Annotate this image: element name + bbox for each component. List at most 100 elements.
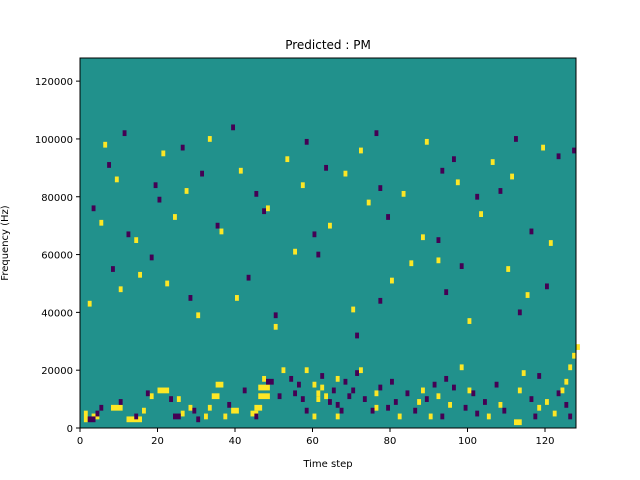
high-cell (118, 286, 123, 293)
high-cell (316, 396, 321, 402)
high-cell (312, 413, 317, 420)
low-cell (556, 390, 561, 397)
x-tick-label: 40 (229, 436, 242, 447)
low-cell (215, 222, 220, 229)
low-cell (355, 370, 360, 376)
low-cell (502, 407, 507, 414)
low-cell (149, 254, 154, 261)
y-tick-label: 40000 (41, 308, 73, 319)
high-cell (417, 399, 422, 405)
low-cell (568, 413, 573, 420)
high-cell (525, 292, 530, 298)
low-cell (246, 274, 251, 281)
high-cell (114, 176, 119, 183)
low-cell (122, 130, 127, 137)
high-cell (374, 404, 379, 411)
low-cell (331, 387, 336, 394)
high-cell (231, 407, 239, 414)
high-cell (196, 312, 201, 319)
low-cell (556, 153, 561, 160)
low-cell (277, 393, 282, 400)
chart-title: Predicted : PM (285, 38, 371, 52)
y-tick-label: 120000 (35, 77, 73, 88)
low-cell (180, 144, 185, 151)
low-cell (111, 266, 115, 272)
x-axis-label: Time step (302, 459, 352, 470)
high-cell (300, 182, 305, 189)
high-cell (428, 413, 433, 420)
high-cell (215, 381, 224, 388)
high-cell (235, 295, 239, 301)
low-cell (471, 390, 476, 397)
high-cell (521, 370, 526, 376)
high-cell (99, 219, 104, 226)
high-cell (173, 214, 177, 220)
high-cell (223, 413, 228, 420)
low-cell (444, 375, 449, 382)
high-cell (537, 404, 542, 411)
low-cell (378, 185, 383, 191)
high-cell (207, 404, 212, 411)
x-axis: 0 20 40 60 80 100 120 (77, 428, 555, 447)
low-cell (390, 378, 394, 385)
low-cell (351, 387, 356, 394)
x-tick-label: 120 (535, 436, 554, 447)
high-cell (467, 387, 472, 394)
low-cell (405, 390, 410, 397)
low-cell (266, 378, 274, 385)
high-cell (486, 413, 491, 420)
high-cell (421, 387, 425, 394)
high-cell (397, 413, 402, 420)
high-cell (510, 173, 515, 180)
heatmap-cells (83, 124, 580, 426)
high-cell (281, 367, 286, 374)
low-cell (378, 297, 383, 304)
low-cell (95, 410, 100, 417)
low-cell (362, 396, 367, 402)
high-cell (161, 150, 166, 157)
high-cell (424, 138, 429, 145)
high-cell (157, 387, 170, 394)
high-cell (293, 248, 298, 255)
low-cell (312, 231, 317, 238)
low-cell (153, 182, 158, 189)
low-cell (320, 373, 325, 379)
low-cell (533, 413, 538, 420)
high-cell (568, 364, 573, 371)
high-cell (188, 404, 193, 411)
low-cell (529, 228, 534, 235)
high-cell (576, 344, 580, 350)
high-cell (138, 271, 143, 278)
high-cell (111, 404, 123, 411)
high-cell (448, 401, 453, 408)
low-cell (444, 289, 449, 296)
low-cell (378, 384, 383, 391)
low-cell (572, 147, 577, 154)
high-cell (204, 413, 208, 420)
low-cell (452, 384, 456, 391)
y-axis: 0 20000 40000 60000 80000 100000 120000 (35, 77, 80, 435)
low-cell (273, 312, 278, 319)
high-cell (262, 375, 267, 382)
high-cell (328, 222, 332, 229)
x-tick-label: 60 (306, 436, 319, 447)
high-cell (545, 399, 549, 405)
high-cell (126, 416, 142, 423)
y-tick-label: 0 (67, 424, 73, 435)
low-cell (297, 381, 301, 388)
high-cell (184, 188, 189, 194)
high-cell (572, 352, 577, 359)
low-cell (157, 196, 162, 203)
low-cell (545, 283, 549, 290)
low-cell (463, 404, 468, 411)
low-cell (370, 407, 375, 414)
high-cell (134, 237, 139, 243)
high-cell (83, 410, 88, 423)
low-cell (529, 396, 534, 402)
low-cell (304, 407, 309, 414)
high-cell (421, 234, 425, 241)
low-cell (316, 251, 321, 258)
low-cell (324, 164, 329, 171)
low-cell (483, 399, 487, 405)
